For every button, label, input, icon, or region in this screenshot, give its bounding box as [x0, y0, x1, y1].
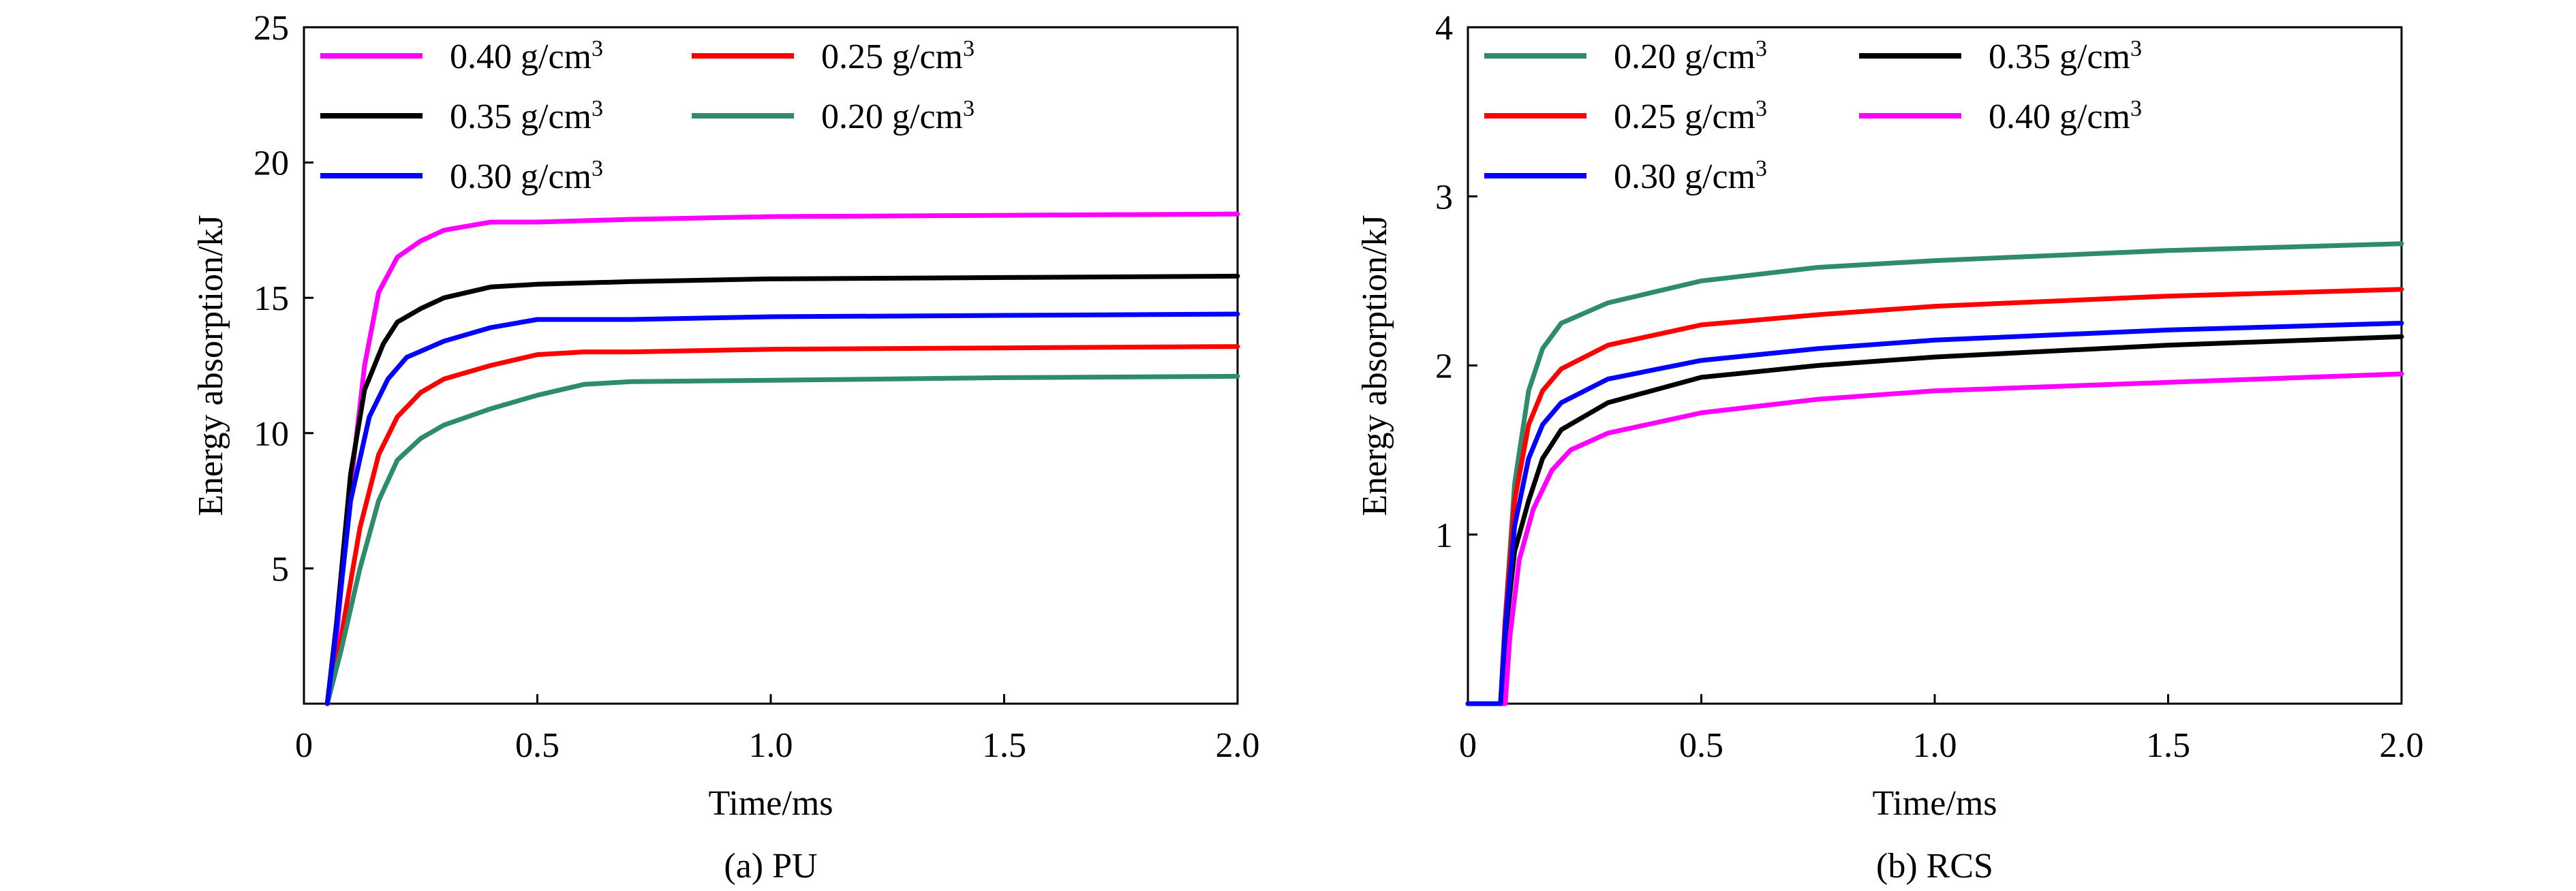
x-axis-title: Time/ms — [1872, 784, 1997, 823]
x-tick-label: 1.5 — [2146, 726, 2190, 765]
legend-unit: 0.30 g/cm — [450, 157, 592, 196]
x-tick-label: 0 — [1459, 726, 1477, 765]
legend-exponent: 3 — [2130, 96, 2142, 121]
y-axis-title: Energy absorption/kJ — [1355, 215, 1394, 516]
series-line-3 — [1465, 371, 2404, 706]
series-line-4 — [324, 311, 1240, 706]
legend-unit: 0.25 g/cm — [821, 37, 963, 76]
panel-caption: (a) PU — [724, 847, 817, 886]
legend-unit: 0.40 g/cm — [450, 37, 592, 76]
series-line-0 — [1465, 241, 2404, 706]
y-tick-label: 2 — [1435, 347, 1453, 386]
legend-exponent: 3 — [592, 156, 603, 181]
legend-unit: 0.20 g/cm — [821, 97, 963, 136]
chart-panel-0: 0 0.5 1.0 1.5 2.0 5 10 15 20 25 Time/ms Energy abso… — [191, 9, 1260, 886]
x-tick-label: 1.5 — [982, 726, 1026, 765]
legend-unit: 0.40 g/cm — [1989, 97, 2130, 136]
y-tick-label: 5 — [271, 550, 289, 589]
y-tick-label: 15 — [254, 279, 289, 318]
x-tick-label: 0.5 — [515, 726, 559, 765]
panel-caption: (b) RCS — [1876, 847, 1993, 886]
legend-exponent: 3 — [963, 36, 975, 61]
x-tick-label: 1.0 — [749, 726, 793, 765]
y-tick-label: 4 — [1435, 9, 1453, 48]
legend-label: 0.35 g/cm3 — [1989, 36, 2142, 76]
legend-label: 0.30 g/cm3 — [1614, 156, 1767, 196]
legend-exponent: 3 — [1755, 96, 1767, 121]
series-line-2 — [324, 273, 1240, 706]
y-tick-label: 20 — [254, 144, 289, 183]
y-tick-label: 25 — [254, 9, 289, 48]
x-axis-title: Time/ms — [708, 784, 833, 823]
plot-frame — [303, 26, 1239, 705]
series-line-1 — [324, 344, 1240, 706]
legend-label: 0.20 g/cm3 — [821, 96, 975, 136]
legend-label: 0.25 g/cm3 — [1614, 96, 1767, 136]
legend-label: 0.40 g/cm3 — [450, 36, 603, 76]
chart-panel-1: 0 0.5 1.0 1.5 2.0 1 2 3 4 Time/ms Energy absorptio… — [1355, 9, 2424, 886]
legend-label: 0.40 g/cm3 — [1989, 96, 2142, 136]
legend-label: 0.25 g/cm3 — [821, 36, 975, 76]
legend-exponent: 3 — [2130, 36, 2142, 61]
y-tick-label: 3 — [1435, 178, 1453, 217]
y-tick-label: 10 — [254, 415, 289, 454]
legend-label: 0.30 g/cm3 — [450, 156, 603, 196]
legend-exponent: 3 — [592, 36, 603, 61]
y-axis-title: Energy absorption/kJ — [191, 215, 230, 516]
legend-unit: 0.20 g/cm — [1614, 37, 1755, 76]
series-line-3 — [324, 373, 1240, 706]
x-tick-label: 1.0 — [1913, 726, 1957, 765]
legend-exponent: 3 — [592, 96, 603, 121]
legend-exponent: 3 — [1755, 36, 1767, 61]
legend-label: 0.20 g/cm3 — [1614, 36, 1767, 76]
legend-unit: 0.35 g/cm — [1989, 37, 2130, 76]
x-tick-label: 2.0 — [2380, 726, 2424, 765]
legend-unit: 0.35 g/cm — [450, 97, 592, 136]
x-tick-label: 2.0 — [1216, 726, 1260, 765]
legend-exponent: 3 — [1755, 156, 1767, 181]
legend-unit: 0.30 g/cm — [1614, 157, 1755, 196]
legend-exponent: 3 — [963, 96, 975, 121]
legend-label: 0.35 g/cm3 — [450, 96, 603, 136]
y-tick-label: 1 — [1435, 516, 1453, 555]
series-line-2 — [1465, 287, 2404, 706]
series-line-0 — [324, 211, 1240, 706]
series-line-4 — [1465, 320, 2404, 706]
legend-unit: 0.25 g/cm — [1614, 97, 1755, 136]
x-tick-label: 0 — [295, 726, 313, 765]
x-tick-label: 0.5 — [1679, 726, 1723, 765]
plot-frame — [1467, 26, 2403, 705]
